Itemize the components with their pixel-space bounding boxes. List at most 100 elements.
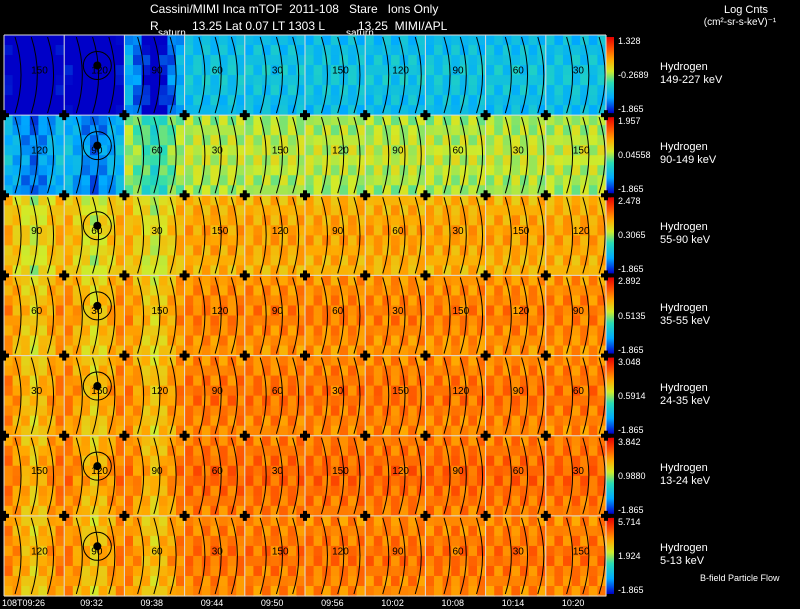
- grid-cross: [182, 110, 187, 121]
- frame-row4-col8: 150: [425, 275, 487, 357]
- contour-label: 60: [392, 226, 404, 237]
- contour-label: 60: [513, 65, 525, 76]
- frame-row6-col2: 120: [64, 435, 125, 517]
- grid-cross: [303, 510, 307, 521]
- contour-label: 30: [573, 65, 585, 76]
- frame-row6-col3: 90: [124, 435, 186, 517]
- grid-cross: [543, 510, 548, 521]
- grid-cross: [303, 190, 307, 201]
- contour-label: 120: [332, 546, 349, 557]
- grid-cross: [604, 510, 608, 521]
- grid-cross: [303, 110, 307, 121]
- colorbar-max: 1.328: [618, 36, 641, 46]
- frame-row2-col3: 60: [124, 115, 186, 196]
- grid-cross: [303, 430, 307, 441]
- frame-row4-col10: 90: [545, 275, 607, 357]
- frame-row5-col5: 60: [244, 355, 306, 437]
- colorbar-max: 1.957: [618, 116, 641, 127]
- contour-label: 30: [212, 546, 224, 557]
- frame-row1-col8: 90: [425, 35, 487, 116]
- contour-label: 60: [332, 306, 344, 317]
- frame-row4-col3: 150: [124, 275, 186, 357]
- grid-cross: [182, 430, 187, 441]
- contour-label: 30: [573, 466, 585, 477]
- grid-cross: [543, 270, 548, 281]
- colorbar-max: 5.714: [618, 516, 641, 527]
- frame-row7-col7: 90: [365, 515, 426, 597]
- frame-row7-col10: 150: [545, 515, 607, 597]
- grid-cross: [363, 510, 368, 521]
- grid-cross: [242, 510, 247, 521]
- grid-cross: [483, 270, 488, 281]
- contour-label: 30: [91, 306, 103, 317]
- contour-label: 150: [392, 386, 409, 397]
- grid-cross: [242, 270, 247, 281]
- grid-cross: [604, 270, 608, 281]
- grid-cross: [303, 350, 307, 361]
- colorbar-2: [606, 117, 614, 194]
- frame-row6-col10: 30: [545, 435, 607, 517]
- grid-cross: [604, 190, 608, 201]
- frame-row7-col4: 30: [184, 515, 246, 597]
- contour-label: 120: [31, 146, 48, 157]
- frame-row5-col8: 120: [425, 355, 487, 437]
- frame-row3-col3: 30: [124, 195, 186, 277]
- frame-row1-col10: 30: [545, 35, 607, 116]
- frame-row2-col9: 30: [485, 115, 547, 196]
- colorbar-max: 3.842: [618, 436, 641, 447]
- grid-cross: [543, 110, 548, 121]
- colorbar-min: -1.865: [618, 184, 644, 195]
- colorbar-6: [606, 437, 614, 514]
- energy-label: 5-13 keV: [660, 554, 705, 567]
- contour-label: 120: [212, 306, 229, 317]
- frame-row3-col1: 90: [4, 195, 65, 277]
- grid-cross: [242, 350, 247, 361]
- contour-label: 90: [332, 226, 344, 237]
- frame-row5-col2: 150: [64, 355, 125, 437]
- energy-label: 90-149 keV: [660, 154, 717, 167]
- contour-label: 30: [392, 306, 404, 317]
- grid-cross: [363, 350, 368, 361]
- units-title: Log Cnts: [723, 4, 769, 16]
- frame-row6-col1: 150: [4, 435, 65, 517]
- contour-label: 120: [452, 386, 469, 397]
- grid-cross: [62, 430, 67, 441]
- contour-label: 120: [31, 546, 48, 557]
- frame-row4-col9: 120: [485, 275, 547, 357]
- grid-cross: [543, 350, 548, 361]
- grid-cross: [303, 270, 307, 281]
- frame-row4-col6: 60: [305, 275, 366, 357]
- frame-row7-col2: 90: [64, 515, 125, 597]
- frame-row6-col7: 120: [365, 435, 426, 517]
- contour-label: 150: [212, 226, 229, 237]
- contour-label: 150: [573, 146, 590, 157]
- contour-label: 90: [151, 65, 163, 76]
- grid-cross: [122, 270, 127, 281]
- grid-cross: [62, 270, 67, 281]
- frame-row5-col7: 150: [365, 355, 426, 437]
- frame-row2-col4: 30: [184, 115, 246, 196]
- grid-cross: [2, 110, 6, 121]
- grid-cross: [604, 430, 608, 441]
- grid-cross: [2, 190, 6, 201]
- species-label: Hydrogen: [660, 61, 708, 74]
- frame-row2-col5: 150: [244, 115, 306, 196]
- grid-cross: [2, 270, 6, 281]
- grid-cross: [242, 110, 247, 121]
- species-label: Hydrogen: [660, 381, 708, 394]
- frame-row3-col5: 120: [244, 195, 306, 277]
- energy-label: 35-55 keV: [660, 314, 711, 327]
- colorbar-min: -1.865: [618, 585, 644, 595]
- time-tick: 108T09:26: [2, 598, 46, 608]
- energy-label: 24-35 keV: [660, 394, 711, 407]
- frame-row2-col8: 60: [425, 115, 487, 196]
- contour-label: 150: [332, 65, 349, 76]
- contour-label: 90: [151, 466, 163, 477]
- time-tick: 09:50: [260, 598, 284, 608]
- colorbar-min: -1.865: [618, 264, 644, 275]
- grid-cross: [483, 350, 488, 361]
- contour-label: 60: [452, 546, 464, 557]
- grid-cross: [423, 270, 428, 281]
- contour-label: 120: [151, 386, 168, 397]
- contour-label: 60: [272, 386, 284, 397]
